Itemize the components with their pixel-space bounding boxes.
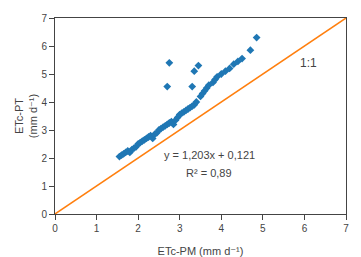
svg-text:7: 7 bbox=[343, 223, 349, 234]
svg-text:5: 5 bbox=[260, 223, 266, 234]
svg-text:2: 2 bbox=[135, 223, 141, 234]
svg-text:4: 4 bbox=[41, 97, 47, 108]
svg-text:0: 0 bbox=[41, 209, 47, 220]
svg-text:R² = 0,89: R² = 0,89 bbox=[186, 167, 232, 179]
svg-text:1: 1 bbox=[94, 223, 100, 234]
svg-text:5: 5 bbox=[41, 69, 47, 80]
svg-text:0: 0 bbox=[52, 223, 58, 234]
svg-text:7: 7 bbox=[41, 13, 47, 24]
svg-text:ETc-PT(mm d⁻¹): ETc-PT(mm d⁻¹) bbox=[13, 94, 39, 138]
svg-text:3: 3 bbox=[41, 125, 47, 136]
svg-text:ETc-PM (mm d⁻¹): ETc-PM (mm d⁻¹) bbox=[158, 245, 244, 257]
svg-text:6: 6 bbox=[302, 223, 308, 234]
svg-text:1: 1 bbox=[41, 181, 47, 192]
svg-text:6: 6 bbox=[41, 41, 47, 52]
svg-text:y = 1,203x + 0,121: y = 1,203x + 0,121 bbox=[164, 149, 255, 161]
svg-text:4: 4 bbox=[219, 223, 225, 234]
svg-text:2: 2 bbox=[41, 153, 47, 164]
svg-text:3: 3 bbox=[177, 223, 183, 234]
svg-text:1:1: 1:1 bbox=[300, 56, 317, 70]
